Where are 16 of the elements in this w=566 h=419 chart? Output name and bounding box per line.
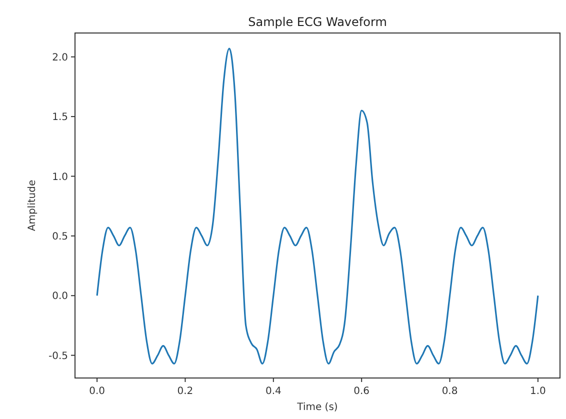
- x-tick-label: 0.4: [265, 386, 282, 397]
- line-series: [96, 48, 539, 364]
- y-axis-title: Amplitude: [27, 180, 38, 232]
- y-tick-label: 0.5: [52, 231, 68, 242]
- x-tick-label: 0.8: [442, 386, 458, 397]
- y-tick-label: 1.0: [52, 172, 68, 183]
- x-tick-label: 0.0: [89, 386, 105, 397]
- chart-title: Sample ECG Waveform: [248, 15, 387, 29]
- x-tick-label: 0.6: [354, 386, 370, 397]
- x-tick-label: 1.0: [530, 386, 546, 397]
- y-tick-label: -0.5: [48, 350, 68, 362]
- y-tick-label: 1.5: [52, 112, 68, 124]
- y-tick-label: 2.0: [52, 52, 68, 64]
- x-axis-title: Time (s): [296, 402, 338, 413]
- y-tick-label: 0.0: [52, 291, 68, 302]
- x-tick-label: 0.2: [177, 386, 194, 397]
